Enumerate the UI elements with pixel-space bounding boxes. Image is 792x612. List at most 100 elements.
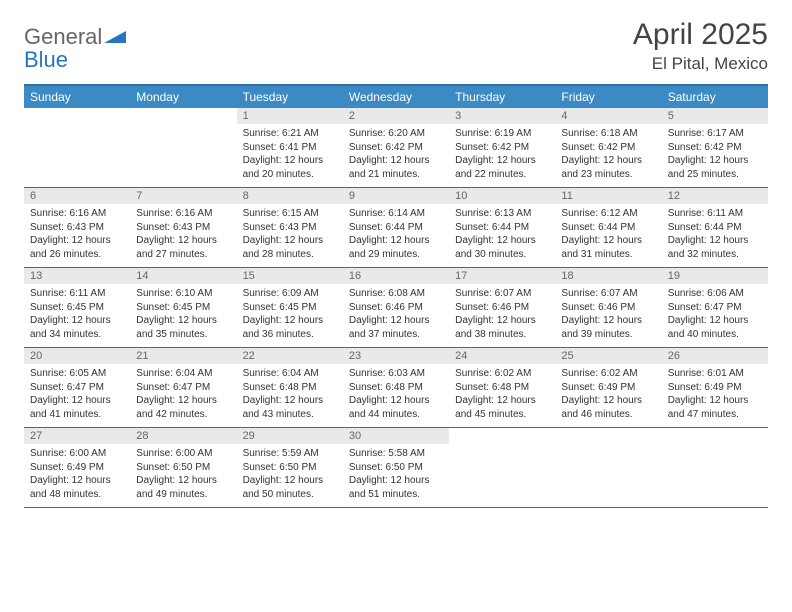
sunset-text: Sunset: 6:49 PM [561,381,655,395]
sunrise-text: Sunrise: 6:14 AM [349,207,443,221]
sunrise-text: Sunrise: 6:09 AM [243,287,337,301]
sunrise-text: Sunrise: 6:18 AM [561,127,655,141]
daylight-text: Daylight: 12 hours and 44 minutes. [349,394,443,421]
day-body: Sunrise: 6:14 AMSunset: 6:44 PMDaylight:… [343,204,449,267]
day-cell: 10Sunrise: 6:13 AMSunset: 6:44 PMDayligh… [449,188,555,267]
day-cell: 18Sunrise: 6:07 AMSunset: 6:46 PMDayligh… [555,268,661,347]
sunrise-text: Sunrise: 6:11 AM [668,207,762,221]
day-number: 2 [343,108,449,124]
day-number: 22 [237,348,343,364]
sunrise-text: Sunrise: 6:07 AM [455,287,549,301]
daylight-text: Daylight: 12 hours and 50 minutes. [243,474,337,501]
day-cell: 4Sunrise: 6:18 AMSunset: 6:42 PMDaylight… [555,108,661,187]
daylight-text: Daylight: 12 hours and 21 minutes. [349,154,443,181]
daylight-text: Daylight: 12 hours and 46 minutes. [561,394,655,421]
day-number: 11 [555,188,661,204]
day-header: Monday [130,86,236,108]
daylight-text: Daylight: 12 hours and 47 minutes. [668,394,762,421]
week-row: 13Sunrise: 6:11 AMSunset: 6:45 PMDayligh… [24,268,768,348]
day-number: 14 [130,268,236,284]
day-number: 8 [237,188,343,204]
sunrise-text: Sunrise: 6:00 AM [30,447,124,461]
day-cell: 17Sunrise: 6:07 AMSunset: 6:46 PMDayligh… [449,268,555,347]
day-cell: 29Sunrise: 5:59 AMSunset: 6:50 PMDayligh… [237,428,343,507]
calendar: Sunday Monday Tuesday Wednesday Thursday… [24,84,768,508]
sunset-text: Sunset: 6:48 PM [243,381,337,395]
day-cell: 13Sunrise: 6:11 AMSunset: 6:45 PMDayligh… [24,268,130,347]
day-number: 23 [343,348,449,364]
day-header: Friday [555,86,661,108]
day-number: 30 [343,428,449,444]
day-cell: 23Sunrise: 6:03 AMSunset: 6:48 PMDayligh… [343,348,449,427]
day-cell: 6Sunrise: 6:16 AMSunset: 6:43 PMDaylight… [24,188,130,267]
day-cell: 22Sunrise: 6:04 AMSunset: 6:48 PMDayligh… [237,348,343,427]
sunset-text: Sunset: 6:50 PM [136,461,230,475]
daylight-text: Daylight: 12 hours and 36 minutes. [243,314,337,341]
day-body: Sunrise: 6:15 AMSunset: 6:43 PMDaylight:… [237,204,343,267]
page-title: April 2025 [633,18,768,52]
brand-triangle-icon [104,25,126,51]
day-cell: 25Sunrise: 6:02 AMSunset: 6:49 PMDayligh… [555,348,661,427]
day-cell: 9Sunrise: 6:14 AMSunset: 6:44 PMDaylight… [343,188,449,267]
day-cell [24,108,130,187]
day-body: Sunrise: 6:21 AMSunset: 6:41 PMDaylight:… [237,124,343,187]
day-cell [130,108,236,187]
day-header: Thursday [449,86,555,108]
calendar-page: General Blue April 2025 El Pital, Mexico… [0,0,792,526]
daylight-text: Daylight: 12 hours and 35 minutes. [136,314,230,341]
sunset-text: Sunset: 6:46 PM [561,301,655,315]
day-number: 18 [555,268,661,284]
daylight-text: Daylight: 12 hours and 40 minutes. [668,314,762,341]
sunrise-text: Sunrise: 6:08 AM [349,287,443,301]
day-cell: 3Sunrise: 6:19 AMSunset: 6:42 PMDaylight… [449,108,555,187]
day-cell: 19 Sunrise: 6:06 AMSunset: 6:47 PMDayligh… [662,268,768,347]
day-number: 15 [237,268,343,284]
daylight-text: Daylight: 12 hours and 45 minutes. [455,394,549,421]
daylight-text: Daylight: 12 hours and 48 minutes. [30,474,124,501]
daylight-text: Daylight: 12 hours and 27 minutes. [136,234,230,261]
week-row: 1Sunrise: 6:21 AMSunset: 6:41 PMDaylight… [24,108,768,188]
sunrise-text: Sunrise: 6:07 AM [561,287,655,301]
day-body: Sunrise: 6:12 AMSunset: 6:44 PMDaylight:… [555,204,661,267]
sunrise-text: Sunrise: 6:02 AM [561,367,655,381]
daylight-text: Daylight: 12 hours and 28 minutes. [243,234,337,261]
sunset-text: Sunset: 6:43 PM [243,221,337,235]
day-number: 21 [130,348,236,364]
day-body: Sunrise: 5:59 AMSunset: 6:50 PMDaylight:… [237,444,343,507]
day-number: 7 [130,188,236,204]
sunset-text: Sunset: 6:50 PM [349,461,443,475]
sunset-text: Sunset: 6:45 PM [243,301,337,315]
sunrise-text: Sunrise: 6:12 AM [561,207,655,221]
location-label: El Pital, Mexico [633,54,768,74]
day-number: 28 [130,428,236,444]
sunrise-text: Sunrise: 6:06 AM [668,287,762,301]
daylight-text: Daylight: 12 hours and 23 minutes. [561,154,655,181]
day-number: 17 [449,268,555,284]
sunset-text: Sunset: 6:42 PM [349,141,443,155]
day-cell: 5Sunrise: 6:17 AMSunset: 6:42 PMDaylight… [662,108,768,187]
day-header: Tuesday [237,86,343,108]
day-number: 9 [343,188,449,204]
daylight-text: Daylight: 12 hours and 32 minutes. [668,234,762,261]
day-cell: 16Sunrise: 6:08 AMSunset: 6:46 PMDayligh… [343,268,449,347]
sunset-text: Sunset: 6:42 PM [668,141,762,155]
day-number: 6 [24,188,130,204]
day-cell: 14Sunrise: 6:10 AMSunset: 6:45 PMDayligh… [130,268,236,347]
daylight-text: Daylight: 12 hours and 25 minutes. [668,154,762,181]
sunrise-text: Sunrise: 6:21 AM [243,127,337,141]
day-number: 16 [343,268,449,284]
sunset-text: Sunset: 6:42 PM [455,141,549,155]
sunrise-text: Sunrise: 6:10 AM [136,287,230,301]
week-row: 27Sunrise: 6:00 AMSunset: 6:49 PMDayligh… [24,428,768,508]
day-number: 3 [449,108,555,124]
daylight-text: Daylight: 12 hours and 31 minutes. [561,234,655,261]
sunset-text: Sunset: 6:47 PM [668,301,762,315]
sunrise-text: Sunrise: 6:20 AM [349,127,443,141]
day-number [130,108,236,112]
day-cell [662,428,768,507]
brand-logo: General Blue [24,18,126,73]
day-number: 4 [555,108,661,124]
day-number: 1 [237,108,343,124]
day-number: 20 [24,348,130,364]
day-number: 19 [662,268,768,284]
